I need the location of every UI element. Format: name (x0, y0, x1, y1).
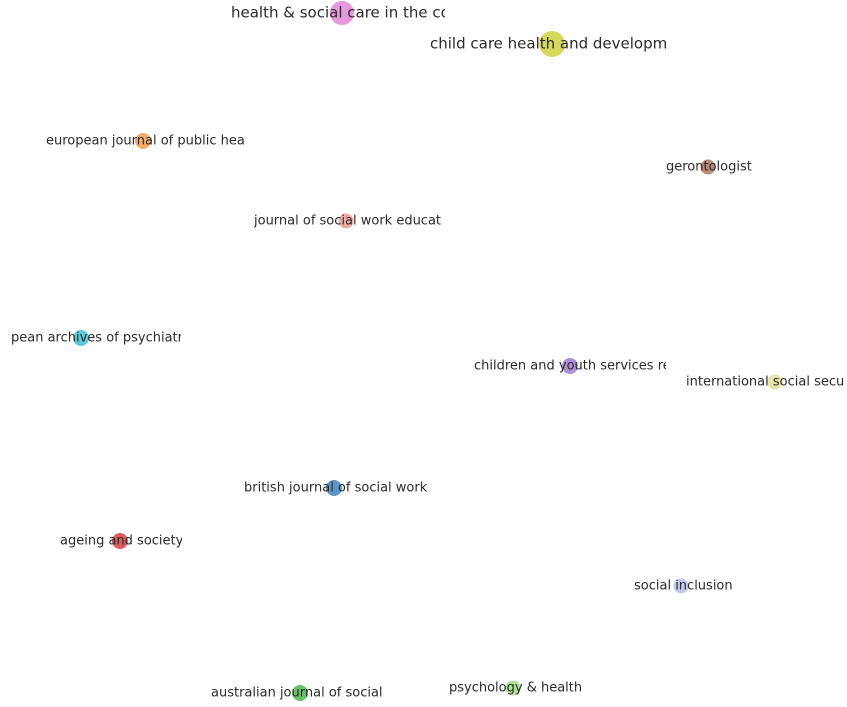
node-label: international social secur (686, 375, 844, 389)
node-label: journal of social work educati (254, 214, 442, 228)
node-dot (330, 1, 354, 25)
node-label: children and youth services re (474, 359, 666, 373)
node-dot (135, 133, 151, 149)
node-dot (505, 680, 521, 696)
node-label: pean archives of psychiatr (11, 331, 181, 345)
node-label: australian journal of social i (211, 686, 387, 700)
node-label: gerontologist (666, 160, 752, 174)
node-label: ageing and society (60, 534, 182, 548)
node-dot (338, 213, 354, 229)
node-label: health & social care in the co (231, 5, 445, 21)
node-dot (292, 685, 308, 701)
node-label: psychology & health (449, 681, 581, 695)
node-dot (326, 480, 342, 496)
node-label: european journal of public hea (46, 134, 245, 148)
node-dot (73, 330, 89, 346)
node-dot (767, 374, 783, 390)
node-dot (562, 358, 578, 374)
node-label: social inclusion (634, 579, 733, 593)
node-dot (673, 578, 689, 594)
node-dot (112, 533, 128, 549)
node-dot (700, 159, 716, 175)
node-label: child care health and developm (430, 36, 666, 52)
node-label: british journal of social work (244, 481, 428, 495)
node-dot (539, 31, 565, 57)
